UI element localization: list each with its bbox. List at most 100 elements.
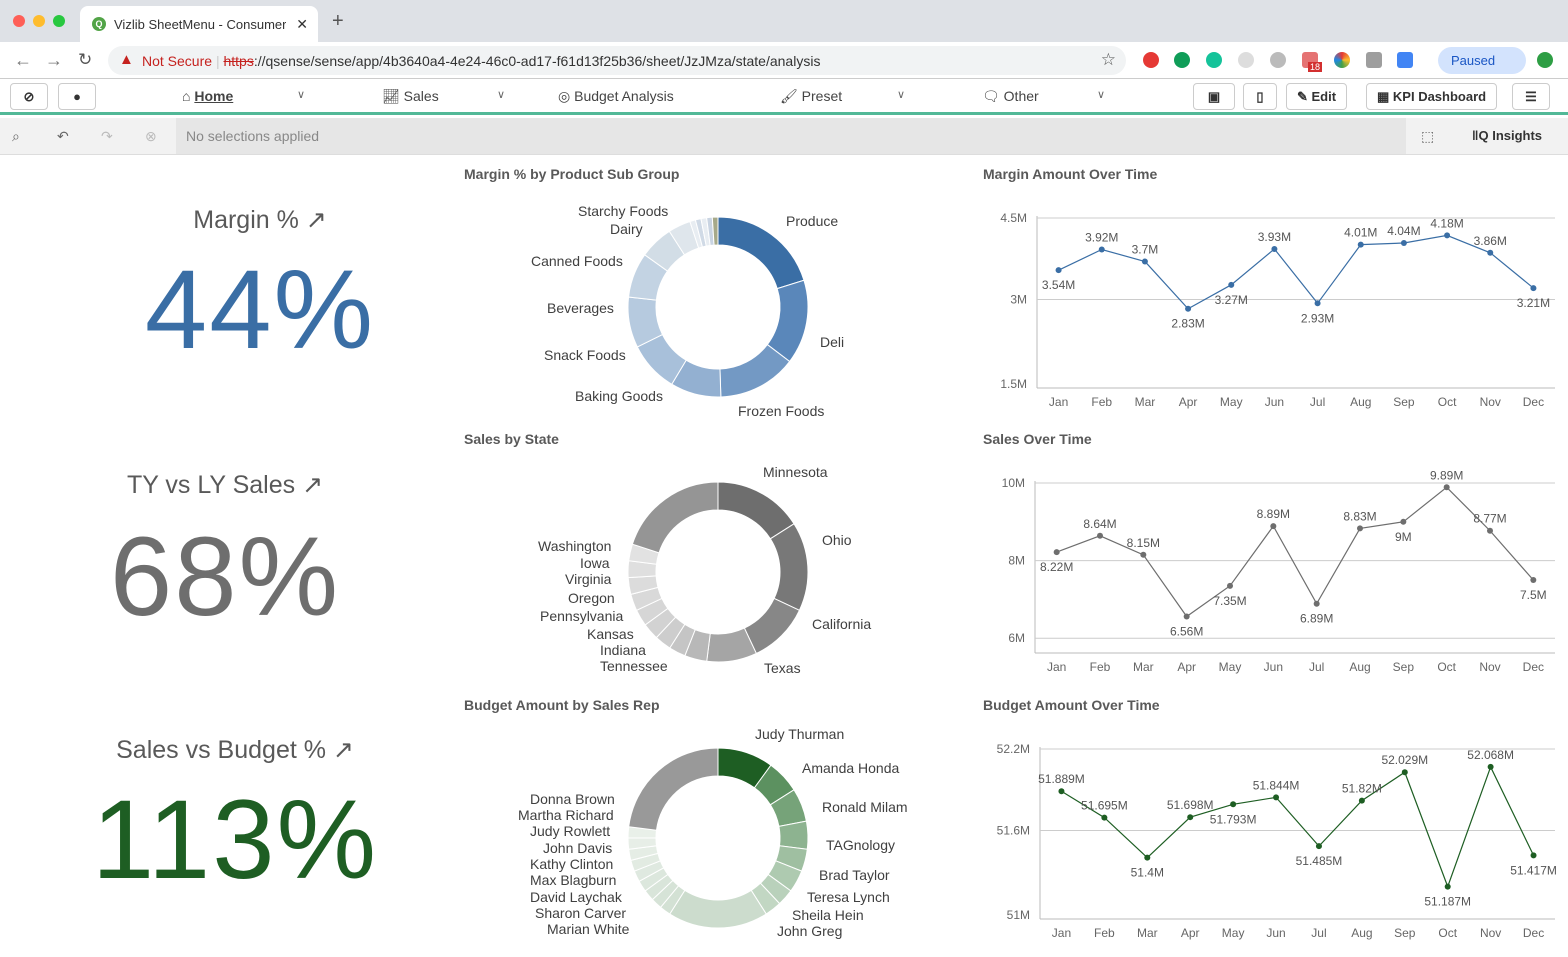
- external-link-icon[interactable]: ↗: [302, 471, 324, 499]
- address-bar-row: ← → ↻ ▲ Not Secure | https://qsense/sens…: [0, 42, 1568, 79]
- donut-label: Brad Taylor: [819, 867, 890, 883]
- donut-slice[interactable]: [711, 216, 719, 246]
- tab-title: Vizlib SheetMenu - Consumer Sales: [114, 17, 286, 32]
- donut-label: Oregon: [568, 590, 615, 606]
- minimize-window-button[interactable]: [33, 15, 45, 27]
- lock-extension-icon[interactable]: [1238, 52, 1254, 68]
- donut-label: Marian White: [547, 921, 630, 937]
- donut-slice[interactable]: [778, 820, 809, 850]
- grammarly-extension-icon[interactable]: [1206, 52, 1222, 68]
- donut-slice[interactable]: [717, 481, 795, 540]
- g-extension-icon[interactable]: [1366, 52, 1382, 68]
- present-button[interactable]: ▣: [1193, 83, 1235, 110]
- color-extension-icon[interactable]: [1334, 52, 1350, 68]
- bookmark-icon: ▯: [1256, 89, 1264, 104]
- donut-label: Ronald Milam: [822, 799, 908, 815]
- donut-label: Amanda Honda: [802, 760, 900, 776]
- kpi-value: 113%: [91, 777, 379, 902]
- chevron-down-icon[interactable]: ∨: [497, 89, 506, 101]
- donut-label: John Greg: [777, 923, 843, 939]
- presentation-icon: ▣: [1207, 89, 1221, 104]
- kpi-title: Margin % ↗: [35, 205, 485, 235]
- more-button[interactable]: ●: [58, 83, 96, 110]
- maximize-window-button[interactable]: [53, 15, 65, 27]
- donut-slice[interactable]: [631, 481, 719, 554]
- donut-slice[interactable]: [628, 747, 719, 831]
- chart-title: Sales by State: [464, 431, 559, 447]
- paused-label: Paused: [1451, 53, 1496, 68]
- external-link-icon[interactable]: ↗: [332, 736, 354, 764]
- menu-home[interactable]: ⌂ Home: [182, 88, 233, 104]
- brush-icon: 🖌︎: [780, 88, 802, 104]
- kpi-title-text: TY vs LY Sales: [126, 471, 296, 499]
- chevron-down-icon[interactable]: ∨: [297, 89, 306, 101]
- bookmark-button[interactable]: ▯: [1243, 83, 1277, 110]
- opera-extension-icon[interactable]: [1143, 52, 1159, 68]
- menu-preset[interactable]: 🖌︎ Preset: [780, 88, 842, 105]
- navigate-button[interactable]: ⊘: [10, 83, 48, 110]
- chevron-down-icon[interactable]: ∨: [897, 89, 906, 101]
- close-tab-icon[interactable]: ✕: [296, 16, 308, 32]
- external-link-icon[interactable]: ↗: [305, 206, 327, 234]
- new-tab-button[interactable]: +: [332, 10, 344, 32]
- kpi-title-text: Margin %: [193, 206, 299, 234]
- circle-extension-icon[interactable]: [1270, 52, 1286, 68]
- menu-budget-label: Budget Analysis: [574, 88, 674, 104]
- browser-tab-bar: Q Vizlib SheetMenu - Consumer Sales ✕ +: [0, 0, 1568, 42]
- donut-label: Teresa Lynch: [807, 889, 890, 905]
- donut-slice[interactable]: [669, 889, 767, 929]
- reload-icon[interactable]: ↻: [78, 50, 93, 69]
- donut-label: Sharon Carver: [535, 905, 627, 921]
- donut-label: Dairy: [610, 221, 643, 237]
- donut-label: Texas: [764, 660, 801, 676]
- url-field[interactable]: ▲ Not Secure | https://qsense/sense/app/…: [108, 46, 1126, 75]
- step-forward-icon[interactable]: ↷: [101, 128, 113, 144]
- kpi-dashboard-label: KPI Dashboard: [1392, 89, 1487, 104]
- clear-selections-icon[interactable]: ⊗: [145, 128, 157, 144]
- hamburger-icon: ☰: [1525, 89, 1537, 104]
- chat-icon: 🗨︎: [982, 88, 1004, 104]
- menu-other[interactable]: 🗨︎ Other: [982, 88, 1039, 105]
- donut-label: California: [812, 616, 872, 632]
- insights-button[interactable]: ‖Q Insights: [1472, 128, 1542, 143]
- kpi-dashboard-button[interactable]: ▦ KPI Dashboard: [1366, 83, 1498, 110]
- selections-tool-icon[interactable]: ⬚: [1421, 128, 1435, 144]
- close-window-button[interactable]: [13, 15, 25, 27]
- selections-status: No selections applied: [176, 118, 1406, 154]
- browser-tab[interactable]: Q Vizlib SheetMenu - Consumer Sales ✕: [80, 6, 318, 42]
- kpi-value: 68%: [109, 514, 341, 639]
- profile-paused-button[interactable]: Paused: [1438, 47, 1526, 74]
- forward-icon[interactable]: →: [45, 50, 63, 70]
- step-back-icon[interactable]: ↶: [57, 128, 69, 144]
- insights-icon: ‖Q: [1472, 128, 1493, 143]
- donut-label: Produce: [786, 213, 839, 229]
- update-icon[interactable]: [1537, 52, 1553, 68]
- menu-sales[interactable]: 📈︎ Sales: [382, 88, 439, 105]
- url-scheme: https: [223, 53, 254, 69]
- target-icon: ◎: [558, 88, 575, 104]
- menu-home-label: Home: [194, 88, 234, 104]
- donut-label: Sheila Hein: [792, 907, 864, 923]
- donut-label: Pennsylvania: [540, 608, 624, 624]
- kpi-title: Sales vs Budget % ↗: [10, 735, 460, 765]
- donut-label: Minnesota: [763, 464, 828, 480]
- chart-title: Budget Amount by Sales Rep: [464, 697, 660, 713]
- selections-status-text: No selections applied: [186, 128, 320, 144]
- edit-button[interactable]: ✎ Edit: [1286, 83, 1348, 110]
- donut-label: Judy Thurman: [755, 726, 845, 742]
- translate-extension-icon[interactable]: [1397, 52, 1413, 68]
- chevron-down-icon[interactable]: ∨: [1097, 89, 1106, 101]
- donut-label: Deli: [820, 334, 845, 350]
- back-icon[interactable]: ←: [14, 50, 32, 70]
- menu-budget-analysis[interactable]: ◎ Budget Analysis: [558, 88, 674, 105]
- qlik-favicon-icon: Q: [92, 17, 106, 31]
- donut-label: Indiana: [600, 642, 646, 658]
- bookmark-star-icon[interactable]: ☆: [1100, 50, 1116, 69]
- evernote-extension-icon[interactable]: [1174, 52, 1190, 68]
- donut-slice[interactable]: [769, 523, 809, 611]
- hamburger-menu-button[interactable]: ☰: [1512, 83, 1550, 110]
- donut-label: Martha Richard: [518, 807, 614, 823]
- donut-label: Tennessee: [600, 658, 668, 674]
- smart-search-icon[interactable]: ⌕: [12, 128, 20, 144]
- donut-label: Kathy Clinton: [530, 856, 614, 872]
